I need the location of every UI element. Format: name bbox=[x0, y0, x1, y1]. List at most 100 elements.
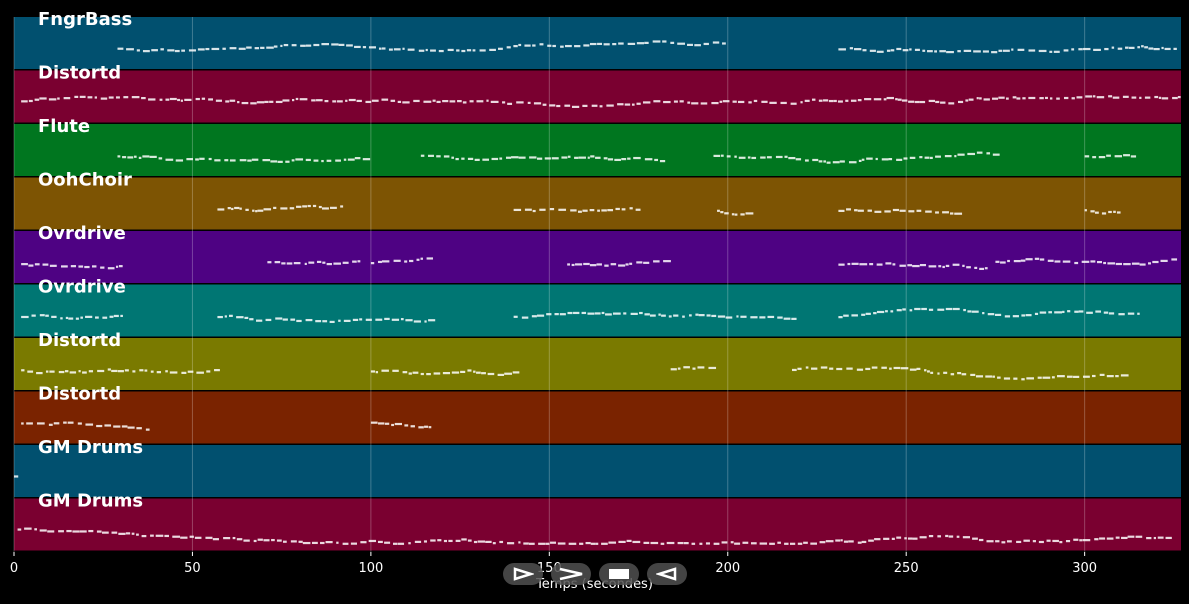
track-label: Flute bbox=[38, 116, 90, 137]
note-mark bbox=[916, 367, 921, 370]
note-mark bbox=[720, 211, 724, 214]
note-mark bbox=[126, 48, 134, 51]
note-mark bbox=[257, 209, 264, 212]
fast-forward-button[interactable] bbox=[551, 563, 591, 585]
note-mark bbox=[766, 156, 772, 159]
note-mark bbox=[916, 209, 922, 212]
note-mark bbox=[538, 542, 546, 545]
note-mark bbox=[954, 155, 957, 158]
note-mark bbox=[957, 100, 964, 104]
note-mark bbox=[404, 424, 409, 427]
note-mark bbox=[838, 48, 846, 51]
note-mark bbox=[935, 155, 941, 158]
note-mark bbox=[333, 262, 341, 265]
note-mark bbox=[1120, 374, 1129, 377]
note-mark bbox=[393, 542, 398, 545]
note-mark bbox=[477, 540, 486, 543]
note-mark bbox=[846, 367, 853, 370]
note-mark bbox=[217, 208, 225, 211]
note-mark bbox=[263, 539, 270, 542]
note-mark bbox=[340, 205, 344, 208]
note-mark bbox=[368, 46, 377, 49]
note-mark bbox=[691, 102, 699, 105]
note-mark bbox=[502, 101, 506, 104]
note-mark bbox=[48, 423, 53, 426]
note-mark bbox=[967, 310, 972, 313]
note-mark bbox=[381, 260, 390, 263]
note-mark bbox=[896, 536, 902, 539]
note-mark bbox=[180, 99, 183, 102]
note-mark bbox=[384, 317, 390, 321]
note-mark bbox=[1108, 95, 1113, 98]
note-mark bbox=[1153, 536, 1156, 540]
note-mark bbox=[324, 99, 329, 103]
note-mark bbox=[642, 101, 651, 104]
note-mark bbox=[1022, 97, 1026, 100]
note-mark bbox=[601, 542, 608, 545]
note-mark bbox=[590, 155, 595, 158]
note-mark bbox=[167, 49, 175, 52]
note-mark bbox=[835, 539, 841, 542]
note-mark bbox=[939, 50, 946, 53]
note-mark bbox=[436, 100, 441, 104]
note-mark bbox=[1065, 540, 1071, 543]
note-mark bbox=[614, 158, 621, 162]
note-mark bbox=[82, 371, 87, 374]
note-mark bbox=[603, 157, 608, 160]
note-mark bbox=[430, 49, 436, 52]
note-mark bbox=[740, 315, 747, 318]
rewind-button[interactable] bbox=[647, 563, 687, 585]
note-mark bbox=[712, 41, 720, 44]
track-band bbox=[14, 231, 1181, 283]
note-mark bbox=[963, 49, 972, 52]
note-mark bbox=[982, 50, 989, 53]
note-mark bbox=[582, 104, 588, 107]
note-mark bbox=[457, 100, 462, 103]
note-mark bbox=[392, 369, 399, 372]
note-mark bbox=[123, 96, 129, 99]
note-mark bbox=[347, 158, 355, 161]
x-tick-label: 250 bbox=[894, 561, 919, 576]
note-mark bbox=[321, 207, 329, 210]
note-mark bbox=[719, 100, 723, 103]
note-mark bbox=[291, 44, 297, 47]
note-mark bbox=[1085, 95, 1093, 98]
note-mark bbox=[876, 50, 884, 53]
note-mark bbox=[1049, 50, 1053, 53]
note-mark bbox=[195, 97, 200, 101]
stop-button[interactable] bbox=[599, 563, 639, 585]
note-mark bbox=[962, 264, 965, 267]
note-mark bbox=[594, 312, 601, 315]
note-mark bbox=[811, 98, 816, 101]
note-mark bbox=[777, 541, 781, 544]
note-mark bbox=[1117, 47, 1123, 50]
play-button[interactable] bbox=[503, 563, 543, 585]
note-mark bbox=[302, 541, 311, 545]
note-mark bbox=[632, 540, 641, 544]
note-mark bbox=[424, 425, 429, 428]
note-mark bbox=[663, 260, 671, 263]
note-mark bbox=[124, 369, 129, 372]
note-mark bbox=[316, 260, 322, 264]
note-mark bbox=[876, 310, 885, 314]
note-mark bbox=[461, 49, 466, 53]
note-mark bbox=[626, 539, 632, 543]
note-mark bbox=[937, 535, 941, 538]
note-mark bbox=[919, 156, 923, 159]
note-mark bbox=[223, 537, 231, 540]
note-mark bbox=[329, 206, 337, 209]
note-mark bbox=[1078, 48, 1083, 51]
note-mark bbox=[950, 373, 955, 376]
note-mark bbox=[321, 43, 329, 46]
note-mark bbox=[673, 314, 679, 317]
note-mark bbox=[577, 210, 582, 213]
note-mark bbox=[986, 540, 994, 543]
note-mark bbox=[558, 208, 567, 211]
note-mark bbox=[908, 100, 915, 103]
note-mark bbox=[136, 533, 139, 536]
note-mark bbox=[649, 314, 656, 317]
note-mark bbox=[1081, 260, 1090, 263]
note-mark bbox=[1004, 315, 1011, 318]
note-mark bbox=[518, 156, 526, 159]
note-mark bbox=[393, 259, 401, 262]
